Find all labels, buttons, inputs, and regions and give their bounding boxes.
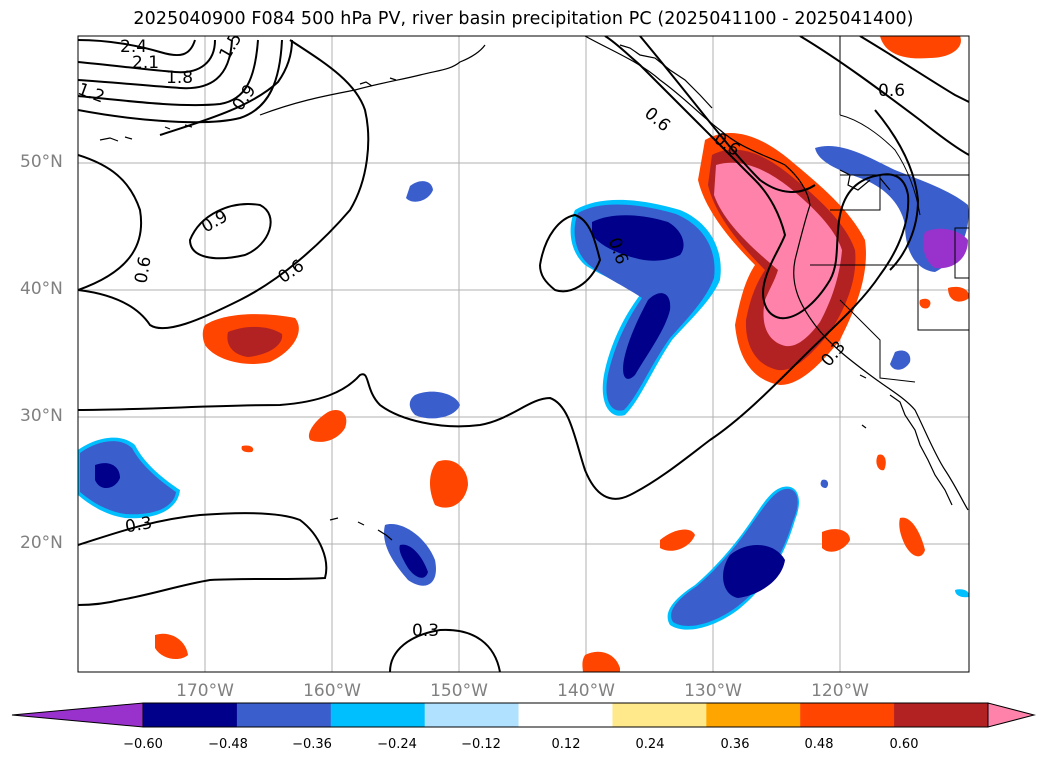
lon-label: 170°W <box>176 681 234 701</box>
colorbar-segment <box>518 703 613 727</box>
colorbar-segment <box>330 703 426 727</box>
map-panel: 2.4 2.1 1.8 1.5 1.2 0.9 0.9 0.6 0.6 0.6 … <box>77 35 970 673</box>
colorbar-tick-label: 0.48 <box>804 737 834 752</box>
contour-label: 1.8 <box>166 68 193 88</box>
coastlines <box>99 36 969 541</box>
lat-label: 20°N <box>20 533 63 553</box>
colorbar-segment <box>236 703 332 727</box>
colorbar-segment <box>143 703 238 727</box>
colorbar-outline-left <box>11 702 144 728</box>
colorbar-frame <box>142 702 989 728</box>
pv-contours <box>78 36 969 672</box>
lon-label: 150°W <box>430 681 488 701</box>
colorbar-tick-label: 0.60 <box>889 737 919 752</box>
colorbar-tick-label: −0.48 <box>208 737 248 752</box>
lon-label: 160°W <box>303 681 361 701</box>
lon-label: 130°W <box>684 681 742 701</box>
colorbar-segment <box>800 703 895 727</box>
contour-label: 2.1 <box>132 53 159 73</box>
contour-label: 2.4 <box>120 37 147 57</box>
contour-label: 0.3 <box>412 621 439 641</box>
colorbar-extend-high <box>988 703 1034 727</box>
colorbar-extend-low <box>12 703 143 727</box>
colorbar-segment <box>424 703 520 727</box>
colorbar-outline-right <box>987 702 1036 728</box>
lat-label: 40°N <box>20 279 63 299</box>
map-title: 2025040900 F084 500 hPa PV, river basin … <box>133 9 914 29</box>
lat-label: 30°N <box>20 406 63 426</box>
colorbar-tick-label: −0.24 <box>377 737 417 752</box>
contour-label: 0.6 <box>131 255 155 285</box>
colorbar-tick-label: −0.36 <box>292 737 332 752</box>
borders <box>810 36 969 383</box>
colorbar-tick-label: −0.60 <box>123 737 163 752</box>
colorbar-tick-label: 0.36 <box>720 737 750 752</box>
lon-label: 120°W <box>811 681 869 701</box>
colorbar-segment <box>894 703 989 727</box>
lon-label: 140°W <box>557 681 615 701</box>
precipitation-pc-fill <box>78 36 969 672</box>
colorbar-segment <box>706 703 801 727</box>
lat-label: 50°N <box>20 152 63 172</box>
contour-label: 0.6 <box>878 81 905 101</box>
contour-label: 0.3 <box>124 513 154 537</box>
colorbar-tick-label: −0.12 <box>461 737 501 752</box>
colorbar-segment <box>612 703 707 727</box>
colorbar-tick-label: 0.12 <box>551 737 581 752</box>
colorbar-tick-label: 0.24 <box>635 737 665 752</box>
